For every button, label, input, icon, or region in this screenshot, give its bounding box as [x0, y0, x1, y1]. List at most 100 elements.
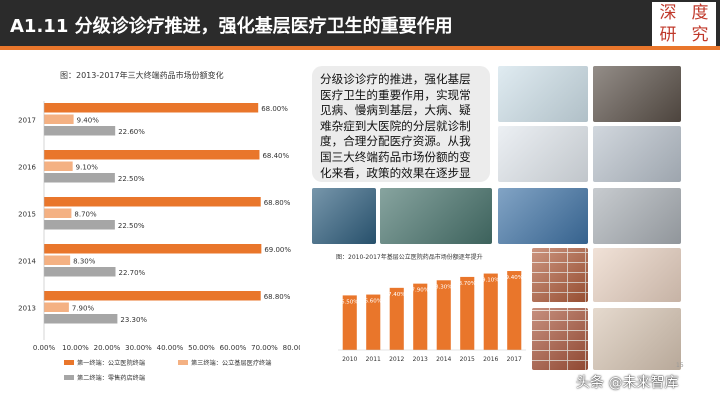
legend-swatch	[64, 375, 74, 380]
x-tick-label: 2016	[483, 356, 498, 363]
bar	[44, 314, 118, 324]
logo-char: 究	[691, 25, 709, 45]
bar	[44, 291, 261, 301]
data-label: 22.50%	[118, 222, 145, 230]
data-label: 9.40%	[77, 117, 100, 125]
description-box: 分级诊诊疗的推进，强化基层医疗卫生的重要作用，实现常见病、慢病到基层，大病、疑难…	[312, 66, 490, 182]
patient-care-photo	[593, 308, 681, 370]
xray-review-photo	[312, 188, 376, 244]
bar	[507, 271, 522, 350]
x-tick-label: 2013	[413, 356, 428, 363]
bar	[44, 161, 73, 171]
bar	[44, 220, 115, 230]
slide-title: A1.11 分级诊诊疗推进，强化基层医疗卫生的重要作用	[10, 16, 453, 37]
bar	[389, 287, 404, 350]
grassroots-share-chart: 6.50% 2010 6.60% 2011 7.40% 2012 7.90% 2013 8.30…	[338, 271, 526, 363]
bar	[44, 173, 115, 183]
data-label: 23.30%	[120, 316, 147, 324]
x-tick-label: 2012	[389, 356, 404, 363]
x-tick-label: 20.00%	[94, 344, 121, 352]
watermark: 头条 @未来智库	[576, 375, 679, 391]
data-label: 6.50%	[341, 299, 358, 305]
y-tick-label: 2014	[18, 257, 36, 265]
bar	[342, 295, 357, 350]
bar	[44, 126, 116, 136]
bar	[44, 244, 262, 254]
brand-logo: 深 度 研 究	[652, 2, 716, 46]
x-tick-label: 2010	[342, 356, 357, 363]
bar	[460, 276, 475, 350]
y-tick-label: 2017	[18, 116, 36, 124]
stethoscope-photo	[498, 66, 588, 122]
x-tick-label: 80.00%	[283, 344, 300, 352]
data-label: 22.50%	[118, 175, 145, 183]
market-share-chart: 68.00% 9.40% 22.60% 2017 68.40% 9.10% 22.50% 20…	[18, 101, 300, 382]
legend-label: 第三终端：公立基层医疗终端	[191, 359, 271, 367]
y-tick-label: 2015	[18, 210, 36, 218]
header-accent-line	[0, 46, 720, 50]
y-tick-label: 2013	[18, 304, 36, 312]
bar	[483, 273, 498, 350]
lab-work-photo	[593, 188, 681, 244]
data-label: 68.80%	[264, 199, 291, 207]
x-tick-label: 30.00%	[125, 344, 152, 352]
legend-swatch	[64, 360, 74, 365]
x-tick-label: 2015	[460, 356, 475, 363]
bar	[44, 267, 116, 277]
data-label: 8.70%	[74, 211, 97, 219]
data-label: 7.90%	[412, 288, 429, 294]
bar	[44, 103, 259, 113]
bar	[44, 208, 72, 218]
page-number: 15	[676, 362, 684, 369]
grassroots-share-chart-title: 图：2010-2017年基层公立医院药品市场份额逐年提升	[336, 254, 483, 261]
slide-header: A1.11 分级诊诊疗推进，强化基层医疗卫生的重要作用 深 度 研 究	[0, 0, 720, 50]
data-label: 8.30%	[435, 284, 452, 290]
x-tick-label: 70.00%	[251, 344, 278, 352]
brick-wall-photo	[532, 308, 588, 370]
x-tick-label: 2017	[507, 356, 522, 363]
bar	[44, 197, 261, 207]
data-label: 9.40%	[506, 275, 523, 281]
x-tick-label: 10.00%	[62, 344, 89, 352]
data-label: 6.60%	[365, 299, 382, 305]
x-tick-label: 50.00%	[188, 344, 215, 352]
legend-label: 第一终端：公立医院终端	[77, 359, 145, 367]
surgery-team-photo	[380, 188, 492, 244]
bar	[413, 283, 428, 350]
bar	[44, 255, 71, 265]
x-tick-label: 40.00%	[157, 344, 184, 352]
bar	[436, 280, 451, 350]
x-tick-label: 2014	[436, 356, 451, 363]
bar	[44, 302, 69, 312]
y-tick-label: 2016	[18, 163, 36, 171]
logo-char: 深	[659, 3, 677, 23]
data-label: 8.70%	[459, 281, 476, 287]
medical-equipment-photo	[593, 66, 681, 122]
legend-swatch	[178, 360, 188, 365]
hands-care-photo	[593, 248, 681, 302]
data-label: 8.30%	[73, 258, 96, 266]
data-label: 7.40%	[388, 292, 405, 298]
data-label: 68.80%	[264, 293, 291, 301]
data-label: 22.70%	[119, 269, 146, 277]
microscope-photo	[498, 188, 588, 244]
bar	[366, 294, 381, 350]
data-label: 7.90%	[72, 305, 95, 313]
x-tick-label: 0.00%	[33, 344, 56, 352]
data-label: 69.00%	[264, 246, 291, 254]
data-label: 9.10%	[76, 164, 99, 172]
bar	[44, 150, 260, 160]
x-tick-label: 2011	[366, 356, 381, 363]
data-label: 68.40%	[262, 152, 289, 160]
market-share-chart-title: 图：2013-2017年三大终端药品市场份额变化	[60, 71, 224, 80]
bar	[44, 114, 74, 124]
logo-char: 度	[691, 3, 709, 23]
doctor-hands-photo	[593, 126, 681, 182]
dental-chair-photo	[498, 126, 588, 182]
x-tick-label: 60.00%	[220, 344, 247, 352]
legend-label: 第二终端：零售药店终端	[77, 374, 145, 382]
data-label: 9.10%	[482, 278, 499, 284]
brick-wall-photo	[532, 248, 588, 302]
data-label: 68.00%	[261, 105, 288, 113]
logo-char: 研	[659, 25, 677, 45]
